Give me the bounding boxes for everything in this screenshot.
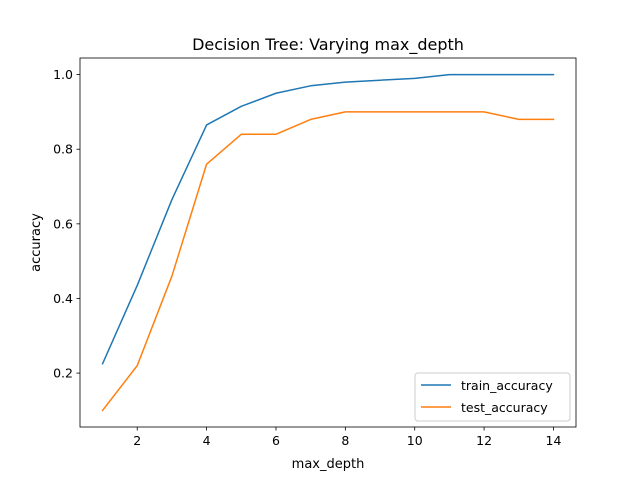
y-axis-label: accuracy	[29, 213, 44, 272]
x-tick-label: 6	[272, 433, 280, 448]
plot-area	[79, 57, 577, 428]
series-line-train-accuracy	[101, 73, 555, 365]
y-tick-label: 0.8	[53, 142, 73, 157]
x-tick-label: 4	[203, 433, 211, 448]
y-tick-label: 0.2	[53, 366, 73, 381]
y-tick-label: 0.4	[53, 291, 73, 306]
x-tick-label: 2	[133, 433, 141, 448]
y-axis: 0.2 0.4 0.6 0.8 1.0	[53, 67, 80, 381]
legend: train_accuracy test_accuracy	[414, 372, 571, 422]
x-tick-label: 10	[407, 433, 423, 448]
legend-label-test: test_accuracy	[461, 400, 548, 415]
y-tick-label: 1.0	[53, 67, 73, 82]
y-tick-label: 0.6	[53, 216, 73, 231]
legend-box	[414, 372, 571, 422]
chart-title: Decision Tree: Varying max_depth	[192, 35, 464, 55]
series-lines	[101, 73, 555, 412]
x-tick-label: 8	[341, 433, 349, 448]
legend-label-train: train_accuracy	[461, 378, 553, 393]
x-axis: 2 4 6 8 10 12 14	[133, 427, 561, 448]
x-axis-label: max_depth	[292, 457, 365, 472]
x-tick-label: 12	[476, 433, 492, 448]
series-line-test-accuracy	[101, 111, 555, 412]
x-tick-label: 14	[546, 433, 562, 448]
